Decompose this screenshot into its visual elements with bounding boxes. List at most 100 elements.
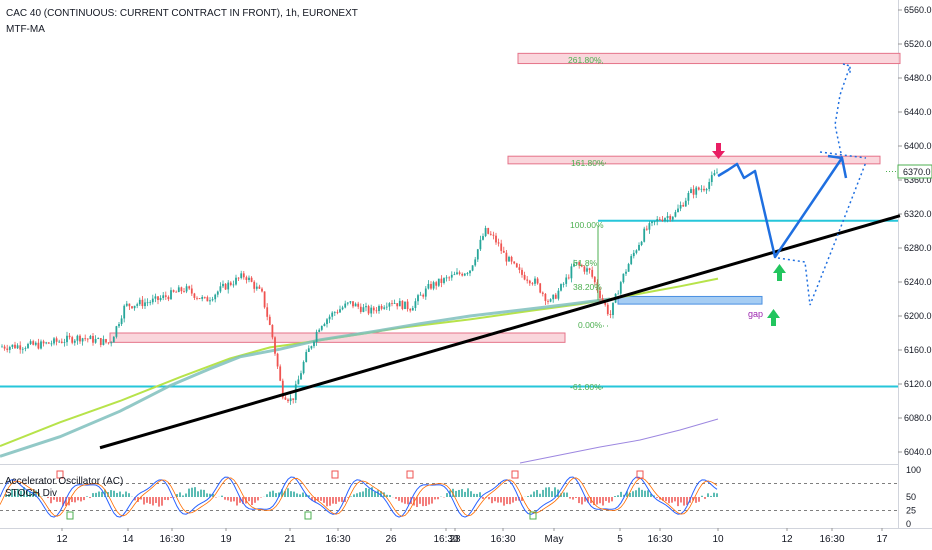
candle-body [630,256,633,265]
fib-m61-label: -61.00% [570,382,602,392]
fib-618-label: 61.8% [573,258,598,268]
candle-body [534,278,536,284]
candle-body [357,303,360,307]
price-tick-label: 6480.0 [904,73,932,83]
candle-body [658,219,661,220]
candle-body [292,398,295,400]
candle-body [66,335,68,343]
candle-body [125,303,128,306]
candle-body [102,339,105,345]
candle-body [115,326,118,337]
candle-body [515,263,518,268]
divergence-marker [331,470,339,479]
candle-body [552,294,555,300]
candle-body [253,281,256,289]
purple-line [519,418,719,464]
candle-body [406,301,409,310]
candle-body [310,346,313,349]
candle-body [16,345,19,349]
candle-body [214,294,217,300]
candle-body [79,335,81,342]
price-tick-label: 6160.0 [904,345,932,355]
projection-path [717,157,844,259]
candle-body [89,335,92,340]
candle-body [437,278,440,286]
gap-label: gap [748,309,763,319]
candle-body [456,272,458,275]
current-price-label: 6370.0 [903,167,931,177]
candle-body [677,208,679,213]
candle-body [68,335,71,338]
candle-body [575,262,578,264]
candle-body [268,316,271,325]
candle-body [47,342,50,344]
price-axis[interactable]: 6560.0 6520.0 6480.0 6440.0 6400.0 6360.0 6320… [898,5,932,457]
candle-body [599,290,601,299]
candle-body [716,172,718,174]
candle-body [131,306,133,309]
candle-body [453,274,456,276]
price-tick-label: 6040.0 [904,447,932,457]
trendline[interactable] [99,214,901,450]
candle-body [201,296,204,299]
candle-body [521,269,523,275]
candle-body [596,282,599,291]
candle-body [463,273,466,276]
candle-body [302,361,305,374]
candle-body [266,307,269,317]
candle-body [27,343,29,349]
candle-body [162,295,165,299]
candle-body [482,236,484,240]
candle-body [588,268,591,270]
candle-body [97,338,100,339]
candle-body [573,263,575,267]
candle-body [346,302,349,304]
chart-title: CAC 40 (CONTINUOUS: CURRENT CONTRACT IN … [6,8,358,19]
candle-body [645,228,648,230]
ma-slow-line [0,297,611,458]
candle-body [450,274,453,278]
candle-body [627,264,630,272]
candle-body [237,277,240,279]
candle-body [365,306,367,308]
candle-body [432,282,435,289]
divergence-marker [529,511,537,520]
candle-body [666,215,669,219]
current-price-tag: 6370.0 [897,164,932,179]
candle-body [661,219,664,221]
candle-body [635,250,638,253]
candle-body [86,338,89,340]
candle-body [58,341,61,343]
candle-body [84,338,87,340]
candle-body [92,335,94,343]
time-tick-label: 17 [876,534,888,545]
candle-body [107,342,110,344]
candle-body [435,282,438,286]
candle-body [669,215,672,220]
time-tick-label: 16:30 [433,534,458,545]
candle-body [484,228,487,237]
candle-body [401,300,404,310]
candle-body [11,344,14,347]
candle-body [489,233,492,235]
time-tick-label: 21 [284,534,296,545]
candle-body [219,286,222,292]
candle-body [674,212,677,217]
candle-body [419,294,422,296]
price-tick-label: 6280.0 [904,243,932,253]
projection-dotted-1 [834,65,851,159]
candle-body [133,305,136,309]
candle-body [144,302,146,307]
candle-body [388,303,391,307]
osc-scale-label: 50 [906,492,916,502]
candle-body [619,282,622,294]
candle-body [320,325,323,330]
candle-body [508,256,510,262]
divergence-marker [636,470,644,479]
fib-161-label: 161.80% [571,158,605,168]
candle-body [411,307,414,311]
candle-body [323,324,326,326]
ascending-trendline[interactable] [99,214,901,450]
